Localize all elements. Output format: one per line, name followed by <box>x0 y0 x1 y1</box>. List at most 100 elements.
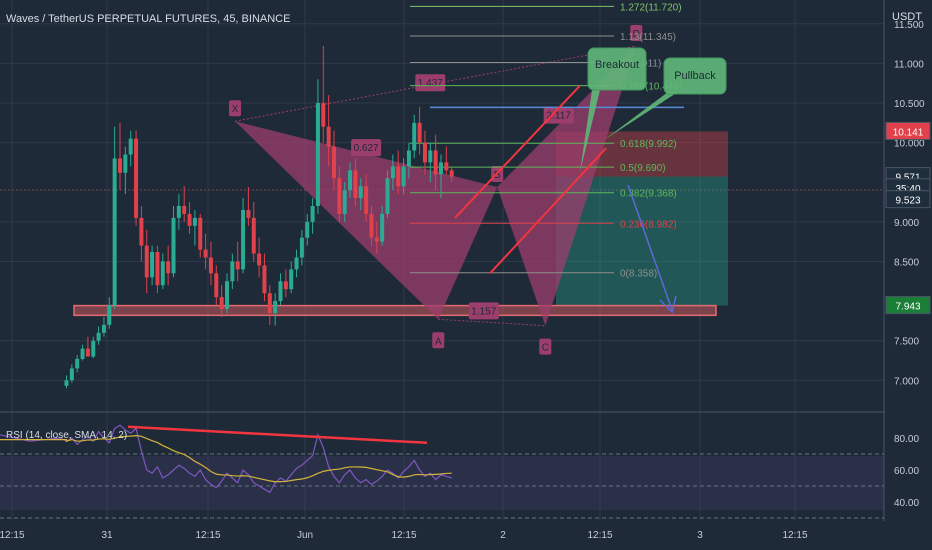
time-tick-label: 12:15 <box>587 530 612 541</box>
candle-body <box>433 150 438 175</box>
pattern-ratio-label: 1.157 <box>471 306 496 317</box>
candle-body <box>289 269 294 290</box>
price-tick-label: 11.500 <box>894 20 924 31</box>
price-tick-label: 8.500 <box>894 257 919 268</box>
candle-body <box>80 348 85 359</box>
pattern-point-box <box>539 338 552 355</box>
fib-level-label: 0(8.358) <box>620 269 657 280</box>
candle-body <box>182 206 187 214</box>
price-tick-label: 10.000 <box>894 139 925 150</box>
price-axis-bg <box>885 0 932 550</box>
candle-body <box>267 293 272 313</box>
candle-body <box>160 261 165 286</box>
candle-body <box>101 324 106 333</box>
fib-level-label: 0.236(8.982) <box>620 219 677 230</box>
pattern-point-label: B <box>494 170 501 181</box>
price-badge <box>885 190 931 209</box>
time-tick-label: 3 <box>697 530 703 541</box>
candle-body <box>241 209 246 270</box>
pattern-ac-line <box>438 318 546 327</box>
candle-body <box>262 265 267 294</box>
fib-level-label: 0.786(10.449) <box>620 82 682 93</box>
candle-body <box>380 213 385 242</box>
pattern-point-label: D <box>633 29 640 40</box>
candle-body <box>422 142 427 163</box>
rsi-divergence-line <box>127 425 428 445</box>
pattern-ratio-box <box>415 74 446 92</box>
candle-body <box>176 206 181 218</box>
candle-body <box>91 340 96 357</box>
price-tick-label: 11.000 <box>894 59 924 70</box>
channel-lower-line <box>489 147 607 275</box>
time-tick-label: 12:15 <box>0 530 25 541</box>
pullback-callout-text: Pullback <box>674 70 716 82</box>
candle-body <box>283 281 288 290</box>
pattern-triangle-bcd <box>497 45 637 326</box>
time-tick-label: 12:15 <box>782 530 807 541</box>
candle-body <box>401 166 406 187</box>
candle-body <box>310 206 315 222</box>
candle-body <box>374 237 379 242</box>
time-tick-label: 12:15 <box>391 530 416 541</box>
price-badge-label: 9.523 <box>895 196 920 207</box>
candle-body <box>390 166 395 179</box>
price-tick-label: 10.500 <box>894 99 925 110</box>
candle-body <box>449 170 454 177</box>
candle-body <box>123 154 128 173</box>
candle-body <box>278 281 283 302</box>
rsi-ma-line <box>0 434 452 483</box>
candle-body <box>358 186 363 199</box>
candle-body <box>439 162 443 175</box>
candle-body <box>257 253 262 266</box>
candle-body <box>235 261 240 270</box>
candle-body <box>225 281 229 309</box>
support-zone <box>73 304 717 317</box>
pattern-point-box <box>432 332 445 349</box>
candle-body <box>315 103 320 206</box>
candle-body <box>85 348 90 357</box>
candle-body <box>155 251 160 286</box>
candle-body <box>273 301 278 313</box>
time-tick-label: 2 <box>500 530 506 541</box>
chart-title: Waves / TetherUS PERPETUAL FUTURES, 45, … <box>6 13 290 25</box>
candle-body <box>412 122 417 151</box>
candle-body <box>203 249 208 258</box>
candle-body <box>208 257 213 274</box>
rsi-band <box>0 456 884 510</box>
candle-body <box>396 166 401 187</box>
fib-level-label: 0.382(9.368) <box>620 189 677 200</box>
candle-body <box>428 150 433 163</box>
candle-body <box>251 217 256 254</box>
candle-body <box>214 273 219 298</box>
currency-label: USDT <box>892 11 922 23</box>
candle-body <box>294 257 299 270</box>
candle-body <box>69 368 74 381</box>
candle-body <box>219 297 224 309</box>
pattern-ratio-box <box>351 139 382 157</box>
time-axis-bg <box>0 521 932 550</box>
fib-level-label: 1.13(11.345) <box>620 32 676 43</box>
fib-level-label: 0.5(9.690) <box>620 163 666 174</box>
channel-upper-line <box>454 84 581 219</box>
pattern-point-box <box>630 24 643 41</box>
candle-body <box>187 213 192 226</box>
candle-body <box>246 209 251 218</box>
candle-body <box>230 261 235 282</box>
price-badge-label: 10.141 <box>893 127 924 138</box>
candle-body <box>96 332 101 341</box>
candle-body <box>64 380 69 386</box>
candle-body <box>118 158 122 173</box>
candle-body <box>128 138 133 155</box>
candle-body <box>192 217 197 226</box>
candle-body <box>337 178 342 214</box>
pullback-callout-box <box>663 57 727 95</box>
pullback-pointer <box>604 92 678 140</box>
price-badge-label: 7.943 <box>895 302 920 313</box>
candle-body <box>385 178 390 214</box>
rsi-label: RSI (14, close, SMA, 14, 2) <box>6 430 127 441</box>
candle-body <box>134 138 139 218</box>
candle-body <box>348 170 353 191</box>
rsi-tick-label: 40.00 <box>894 498 919 509</box>
